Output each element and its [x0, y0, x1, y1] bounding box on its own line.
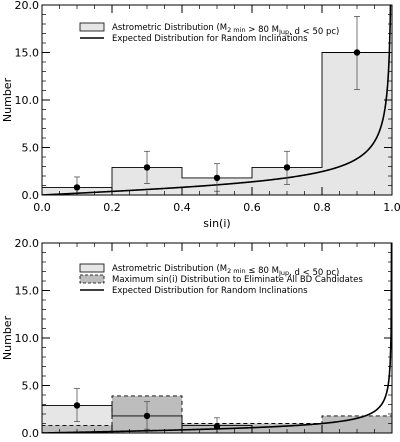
data-point-4 [283, 164, 291, 171]
y-tick-label: 15.0 [15, 285, 40, 298]
legend-label-3: Expected Distribution for Random Inclina… [112, 286, 308, 296]
y-tick-label: 20.0 [15, 237, 40, 250]
y-tick-label: 0.0 [22, 427, 40, 440]
legend-subscript: Jup [278, 269, 289, 277]
data-point-2 [143, 164, 151, 171]
x-tick-label: 0.2 [103, 201, 121, 214]
legend-label-2: Maximum sin(i) Distribution to Eliminate… [112, 275, 363, 285]
legend-text-part: ≤ 80 M [246, 266, 279, 276]
y-axis-label: Number [1, 315, 14, 360]
legend-subscript: Jup [278, 28, 289, 36]
data-points [73, 15, 361, 195]
y-tick-label: 5.0 [22, 142, 40, 155]
legend-swatch-max-sin [79, 274, 105, 284]
data-point-1 [73, 402, 81, 409]
legend-text-part: Astrometric Distribution (M [112, 23, 227, 33]
legend-label-1: Astrometric Distribution (M2 min ≤ 80 MJ… [112, 264, 339, 278]
legend-swatch-astrometric [79, 22, 105, 32]
plot-area [42, 5, 392, 195]
data-points [73, 387, 221, 433]
x-tick-label: 1.0 [383, 201, 400, 214]
y-tick-label: 10.0 [15, 94, 40, 107]
legend: Astrometric Distribution (M2 min > 80 MJ… [79, 22, 339, 44]
y-tick-label: 5.0 [22, 380, 40, 393]
x-tick-label: 0.0 [33, 201, 51, 214]
x-tick-label: 0.6 [243, 201, 261, 214]
panel-2: 0.0 5.0 10.0 15.0 20.0 Number Astrometric Dist… [1, 237, 393, 440]
legend-text-part: Astrometric Distribution (M [112, 264, 227, 274]
legend: Astrometric Distribution (M2 min ≤ 80 MJ… [79, 263, 363, 296]
hist-max-sin-outline [42, 395, 392, 433]
data-point-1 [73, 184, 81, 191]
legend-subscript: 2 min [227, 267, 245, 275]
panel-1: 0.0 5.0 10.0 15.0 20.0 0.0 0.2 0.4 0.6 0.8 1.0 sin(… [1, 0, 400, 230]
data-point-3 [213, 423, 221, 430]
hist-max-sin-bar-4 [252, 423, 322, 433]
hist-max-sin-bar-5 [322, 415, 392, 433]
plot-area [42, 243, 392, 433]
y-axis-label: Number [1, 77, 14, 122]
data-point-5 [353, 49, 361, 56]
legend-swatch-astrometric [79, 263, 105, 273]
y-tick-label: 0.0 [22, 189, 40, 202]
y-tick-label: 20.0 [15, 0, 40, 12]
x-tick-label: 0.8 [313, 201, 331, 214]
x-tick-label: 0.4 [173, 201, 191, 214]
data-point-2 [143, 412, 151, 420]
legend-label-2: Expected Distribution for Random Inclina… [112, 34, 308, 44]
legend-text-part: > 80 M [246, 25, 279, 35]
legend-text-part: , d < 50 pc) [289, 268, 339, 278]
y-tick-label: 15.0 [15, 47, 40, 60]
legend-text-part: , d < 50 pc) [289, 27, 339, 37]
y-tick-label: 10.0 [15, 332, 40, 345]
legend-subscript: 2 min [227, 26, 245, 34]
legend-label-1: Astrometric Distribution (M2 min > 80 MJ… [112, 23, 339, 37]
data-point-3 [213, 174, 221, 182]
x-axis-label: sin(i) [203, 217, 230, 230]
